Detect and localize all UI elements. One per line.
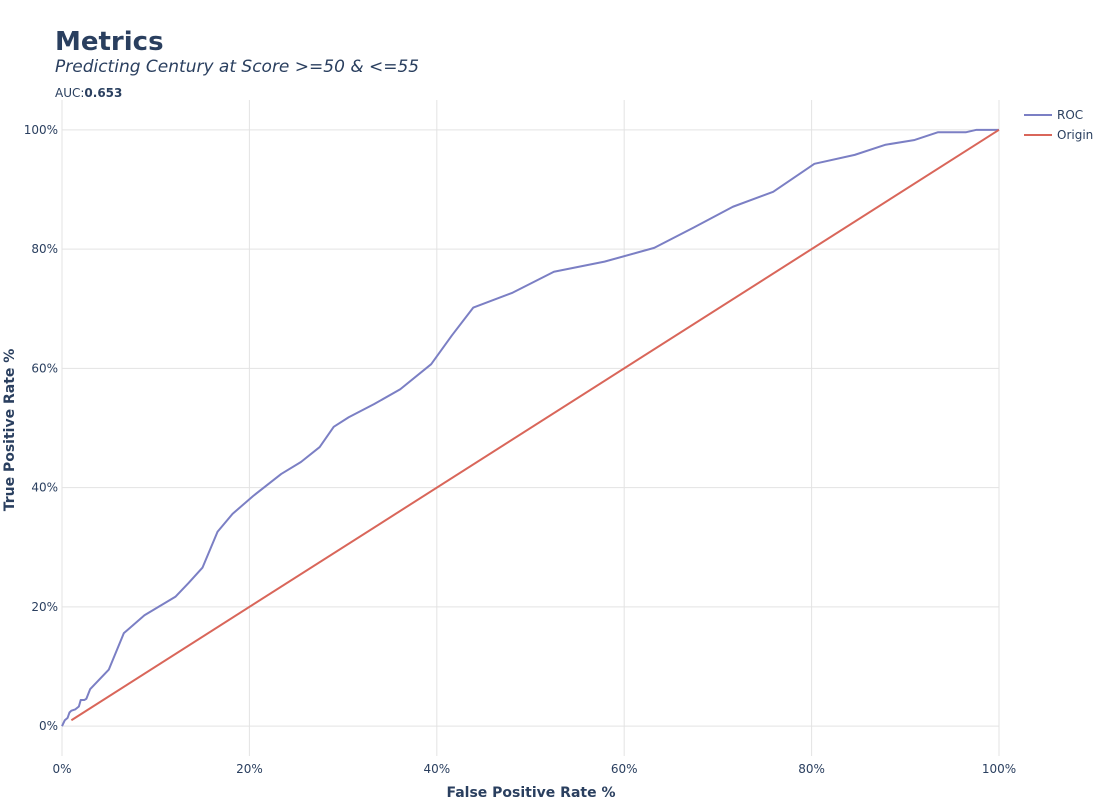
x-tick-label: 60%	[611, 762, 638, 776]
y-tick-label: 0%	[39, 719, 58, 733]
x-tick-label: 100%	[982, 762, 1016, 776]
legend-label-roc: ROC	[1057, 108, 1083, 122]
x-tick-label: 80%	[798, 762, 825, 776]
y-tick-label: 80%	[31, 242, 58, 256]
series-line-roc	[61, 128, 999, 727]
chart-title: Metrics	[55, 27, 164, 57]
series-lines	[61, 128, 1000, 727]
series-line-origin	[70, 128, 1000, 722]
y-axis-ticks: 0% 20% 40% 60% 80% 100%	[24, 123, 58, 733]
y-tick-label: 20%	[31, 600, 58, 614]
auc-label: AUC:	[55, 86, 84, 100]
auc-value: 0.653	[84, 86, 122, 100]
legend-label-origin: Origin	[1057, 128, 1093, 142]
y-tick-label: 60%	[31, 361, 58, 375]
legend: ROC Origin	[1024, 108, 1093, 142]
y-axis-title: True Positive Rate %	[2, 349, 18, 512]
chart-subtitle: Predicting Century at Score >=50 & <=55	[55, 57, 419, 77]
y-tick-label: 40%	[31, 481, 58, 495]
auc-annotation: AUC:0.653	[55, 86, 122, 100]
x-tick-label: 20%	[236, 762, 263, 776]
x-tick-label: 0%	[52, 762, 71, 776]
y-tick-label: 100%	[24, 123, 58, 137]
gridlines	[61, 100, 1000, 756]
x-axis-title: False Positive Rate %	[446, 785, 615, 800]
x-axis-ticks: 0% 20% 40% 60% 80% 100%	[52, 762, 1016, 776]
x-tick-label: 40%	[423, 762, 450, 776]
